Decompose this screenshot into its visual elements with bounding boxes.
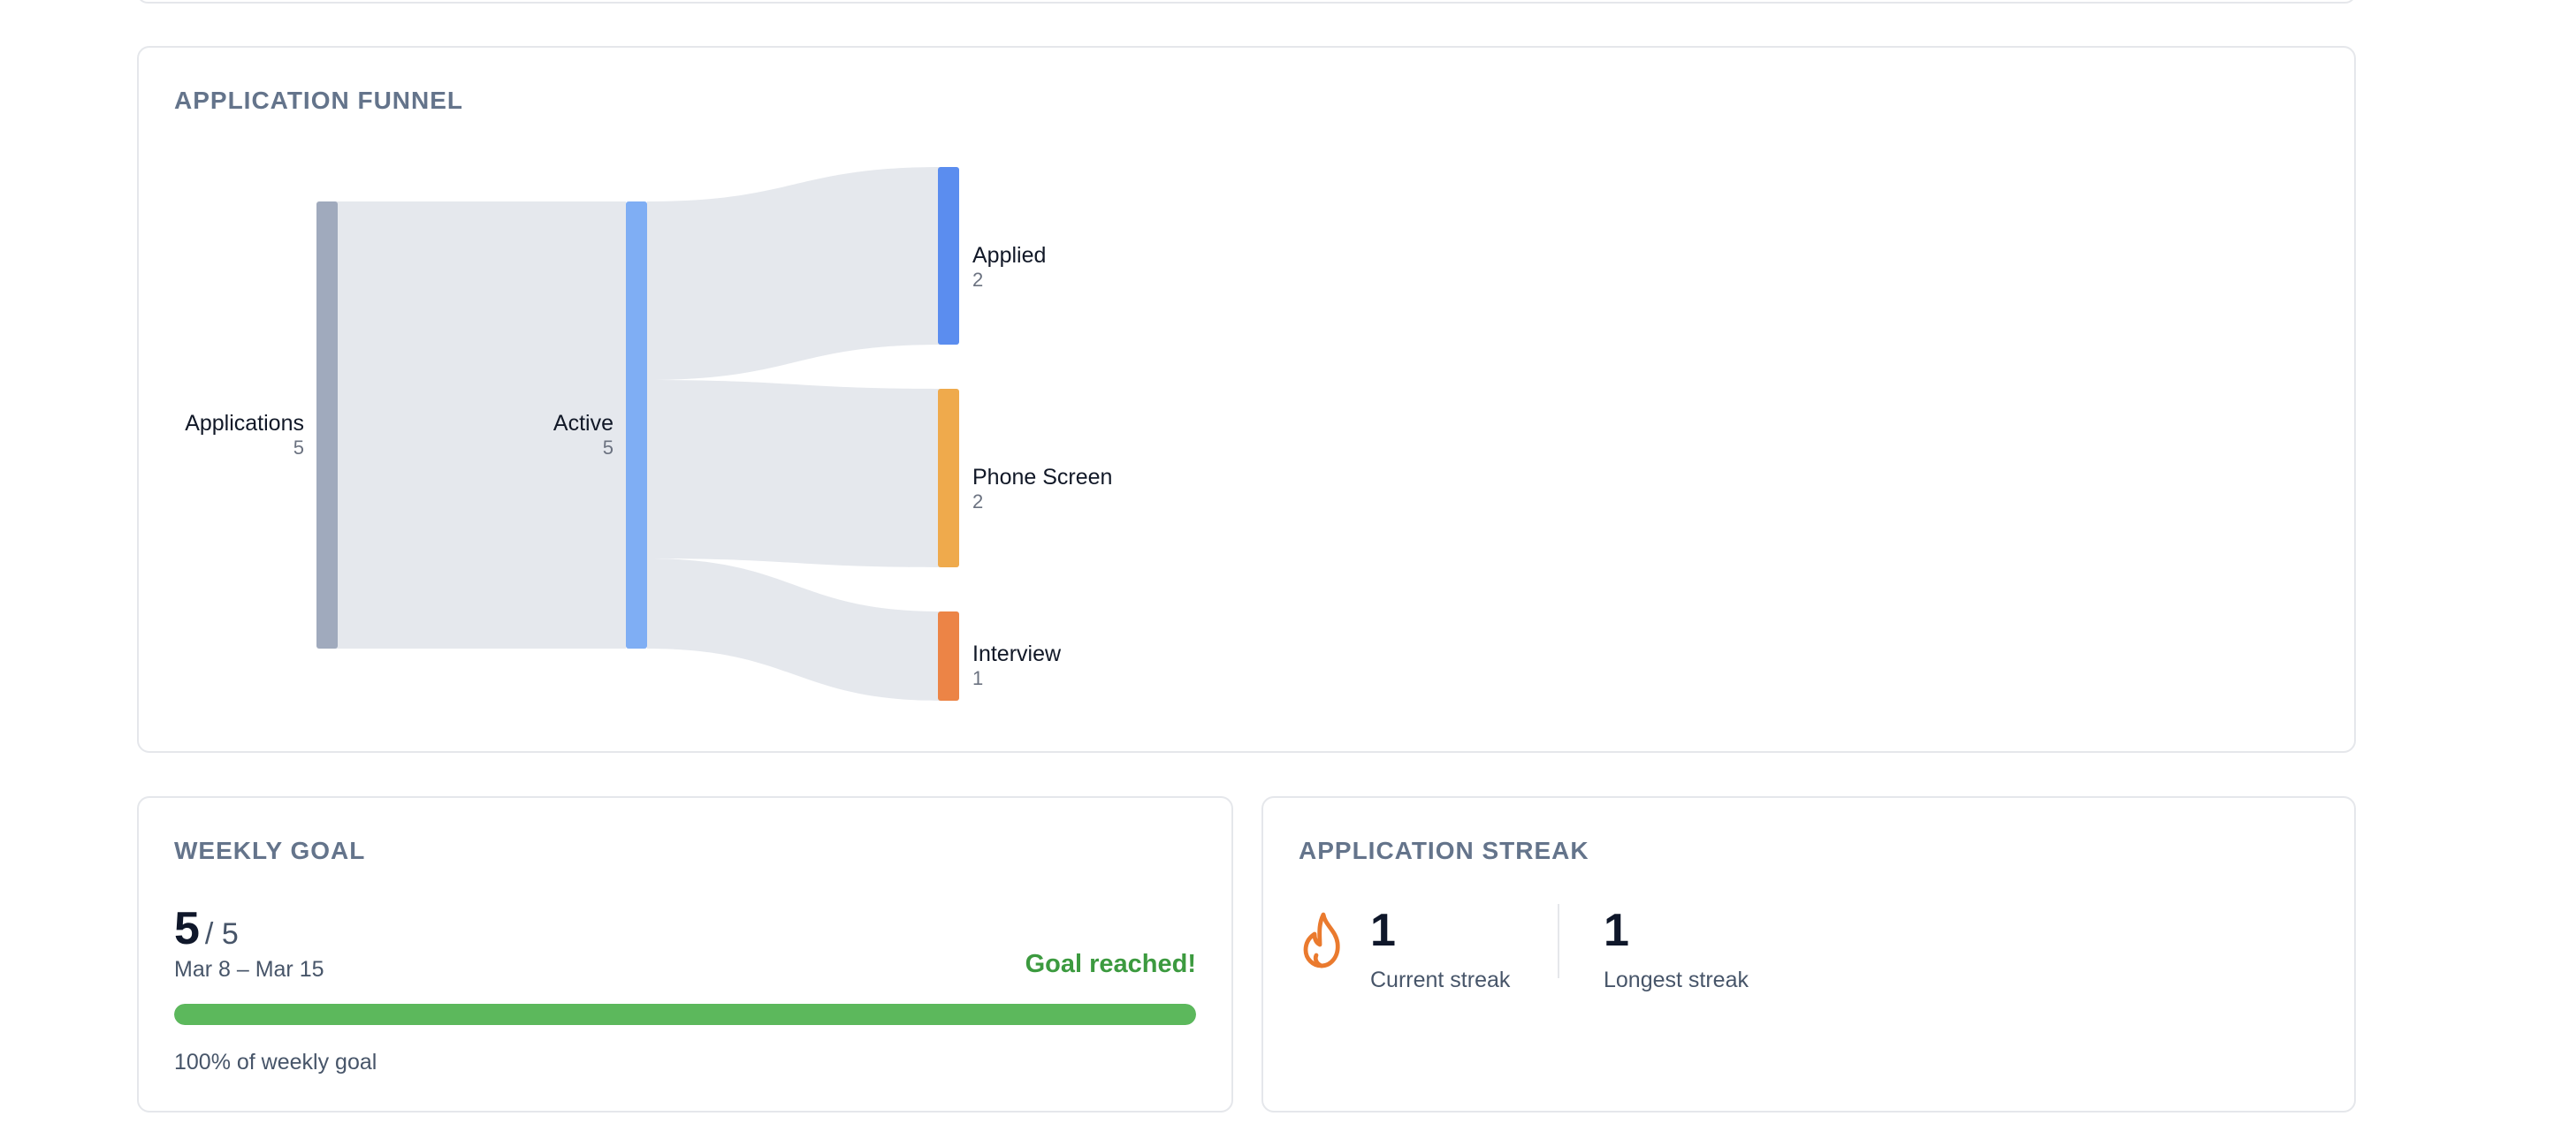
- node-active[interactable]: [626, 201, 647, 649]
- label-applications: Applications: [185, 411, 304, 436]
- count-applications: 5: [293, 437, 304, 459]
- node-phone-screen[interactable]: [938, 389, 959, 567]
- flame-icon: [1303, 912, 1340, 968]
- longest-streak-value: 1: [1604, 905, 1629, 956]
- longest-streak-label: Longest streak: [1604, 968, 1749, 992]
- weekly-goal-card: WEEKLY GOAL 5/ 5 Mar 8 – Mar 15 Goal rea…: [137, 796, 1233, 1113]
- goal-percent-text: 100% of weekly goal: [174, 1050, 377, 1075]
- link-active-applied: [647, 167, 941, 380]
- count-active: 5: [603, 437, 614, 459]
- application-funnel-card: APPLICATION FUNNEL Applications 5 Active…: [137, 46, 2356, 753]
- count-phone-screen: 2: [972, 490, 983, 513]
- node-interview[interactable]: [938, 611, 959, 701]
- node-applications[interactable]: [316, 201, 338, 649]
- current-streak-value: 1: [1370, 905, 1396, 956]
- goal-target: / 5: [204, 917, 239, 951]
- label-phone-screen: Phone Screen: [972, 465, 1112, 490]
- goal-count: 5/ 5: [174, 902, 239, 955]
- funnel-sankey-chart: Applications 5 Active 5 Applied 2 Phone …: [185, 167, 1112, 701]
- current-streak-label: Current streak: [1370, 968, 1511, 992]
- weekly-goal-title: WEEKLY GOAL: [174, 837, 366, 864]
- goal-status: Goal reached!: [1025, 950, 1196, 978]
- funnel-title: APPLICATION FUNNEL: [174, 87, 464, 114]
- count-interview: 1: [972, 667, 983, 689]
- longest-streak: 1 Longest streak: [1604, 902, 1749, 993]
- link-active-phone-screen: [647, 380, 941, 567]
- streak-divider: [1558, 904, 1559, 978]
- goal-date-range: Mar 8 – Mar 15: [174, 957, 324, 982]
- node-applied[interactable]: [938, 167, 959, 345]
- label-active: Active: [553, 411, 614, 436]
- link-active-interview: [647, 558, 941, 701]
- link-applications-active: [326, 201, 626, 649]
- application-streak-card: APPLICATION STREAK 1 Current streak 1 Lo…: [1261, 796, 2356, 1113]
- goal-progress-fill: [174, 1004, 1196, 1025]
- streak-title: APPLICATION STREAK: [1299, 837, 1589, 864]
- label-interview: Interview: [972, 642, 1062, 666]
- goal-current: 5: [174, 903, 200, 954]
- count-applied: 2: [972, 269, 983, 291]
- top-card: [137, 0, 2356, 4]
- label-applied: Applied: [972, 243, 1046, 268]
- current-streak: 1 Current streak: [1370, 902, 1510, 993]
- goal-progress-bar: [174, 1004, 1196, 1025]
